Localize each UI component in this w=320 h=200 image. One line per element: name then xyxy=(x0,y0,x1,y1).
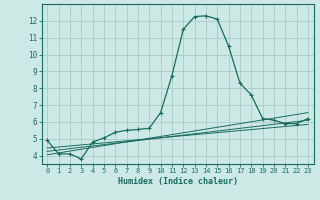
X-axis label: Humidex (Indice chaleur): Humidex (Indice chaleur) xyxy=(118,177,237,186)
